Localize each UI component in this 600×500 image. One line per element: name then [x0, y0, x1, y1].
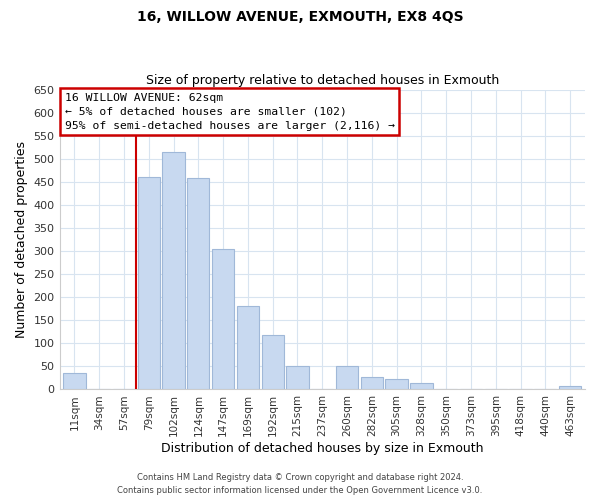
Bar: [187, 178, 209, 390]
Bar: [361, 376, 383, 390]
Bar: [137, 177, 160, 390]
Bar: [163, 152, 185, 390]
Text: 16, WILLOW AVENUE, EXMOUTH, EX8 4QS: 16, WILLOW AVENUE, EXMOUTH, EX8 4QS: [137, 10, 463, 24]
Bar: [336, 366, 358, 390]
Bar: [385, 380, 408, 390]
Y-axis label: Number of detached properties: Number of detached properties: [15, 141, 28, 338]
Bar: [262, 335, 284, 390]
Text: Contains HM Land Registry data © Crown copyright and database right 2024.
Contai: Contains HM Land Registry data © Crown c…: [118, 474, 482, 495]
Bar: [212, 248, 234, 390]
X-axis label: Distribution of detached houses by size in Exmouth: Distribution of detached houses by size …: [161, 442, 484, 455]
Bar: [410, 384, 433, 390]
Bar: [237, 306, 259, 390]
Bar: [63, 374, 86, 390]
Bar: [559, 386, 581, 390]
Bar: [286, 366, 308, 390]
Title: Size of property relative to detached houses in Exmouth: Size of property relative to detached ho…: [146, 74, 499, 87]
Text: 16 WILLOW AVENUE: 62sqm
← 5% of detached houses are smaller (102)
95% of semi-de: 16 WILLOW AVENUE: 62sqm ← 5% of detached…: [65, 92, 395, 130]
